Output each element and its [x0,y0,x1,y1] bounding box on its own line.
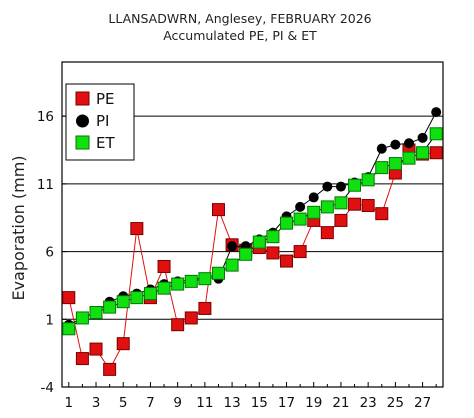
series-group [62,107,443,376]
point-et [348,178,362,192]
point-et [184,274,198,288]
point-et [361,173,375,187]
series-line-pe [68,149,437,371]
point-et [225,258,239,272]
x-tick-label: 21 [332,395,349,411]
y-tick-label: 16 [37,109,54,125]
point-et [157,281,171,295]
point-pe [334,213,348,227]
y-tick-label: -4 [41,380,54,396]
point-pe [116,337,130,351]
x-tick-label: 3 [92,395,101,411]
point-pe [171,318,185,332]
point-pi [295,201,306,212]
point-pe [198,301,212,315]
point-pe [75,352,89,366]
point-et [103,300,117,314]
point-pe [429,146,443,160]
point-pe [266,246,280,260]
point-pi [403,138,414,149]
y-tick-label: 6 [45,245,54,261]
point-pi [308,192,319,203]
legend: PE PI ET [65,83,135,161]
point-pi [390,139,401,150]
legend-label-pe: PE [96,90,115,108]
point-pe [157,259,171,273]
y-axis-label: Evaporation (mm) [9,155,28,300]
y-tick-label: 1 [45,312,54,328]
point-et [62,322,76,336]
point-pe [361,199,375,213]
point-pi [417,132,428,143]
x-tick-label: 1 [65,395,74,411]
point-et [280,216,294,230]
point-et [429,127,443,141]
point-pe [184,311,198,325]
point-et [89,306,103,320]
legend-marker-pi [76,114,89,128]
x-tick-label: 23 [360,395,377,411]
x-tick-label: 25 [387,395,404,411]
legend-marker-et [75,135,90,150]
point-pi [431,107,442,118]
point-pe [103,362,117,376]
x-tick-label: 19 [305,395,322,411]
x-tick-label: 13 [223,395,240,411]
x-tick-label: 27 [414,395,431,411]
point-et [171,277,185,291]
point-et [130,291,144,305]
point-et [375,161,389,175]
point-et [198,272,212,286]
x-tick-label: 11 [196,395,213,411]
point-et [266,230,280,244]
point-et [388,157,402,171]
point-pe [348,197,362,211]
point-et [307,205,321,219]
point-et [416,146,430,160]
point-pe [375,207,389,221]
plot-frame [61,61,444,388]
point-et [239,247,253,261]
x-tick-label: 7 [146,395,155,411]
point-et [116,295,130,309]
legend-marker-pe [75,91,90,106]
point-pi [227,241,238,252]
y-tick-label: 11 [37,177,54,193]
point-pi [376,143,387,154]
point-et [143,287,157,301]
point-pe [211,203,225,217]
chart-title: LLANSADWRN, Anglesey, FEBRUARY 2026 [108,11,371,26]
chart-subtitle: Accumulated PE, PI & ET [163,28,317,43]
x-tick-label: 9 [173,395,182,411]
x-tick-label: 15 [251,395,268,411]
point-pi [335,181,346,192]
legend-label-pi: PI [96,112,109,130]
series-line-pi [68,111,437,326]
point-pe [130,222,144,236]
point-pe [89,342,103,356]
legend-label-et: ET [96,134,115,152]
point-et [334,196,348,210]
point-et [75,311,89,325]
point-pe [62,291,76,305]
point-et [402,151,416,165]
series-line-et [68,133,437,330]
point-et [320,200,334,214]
point-et [252,235,266,249]
point-pe [280,254,294,268]
point-pe [320,226,334,240]
point-pi [322,181,333,192]
point-pe [293,245,307,259]
point-et [211,266,225,280]
point-et [293,212,307,226]
x-tick-label: 5 [119,395,128,411]
x-tick-label: 17 [278,395,295,411]
